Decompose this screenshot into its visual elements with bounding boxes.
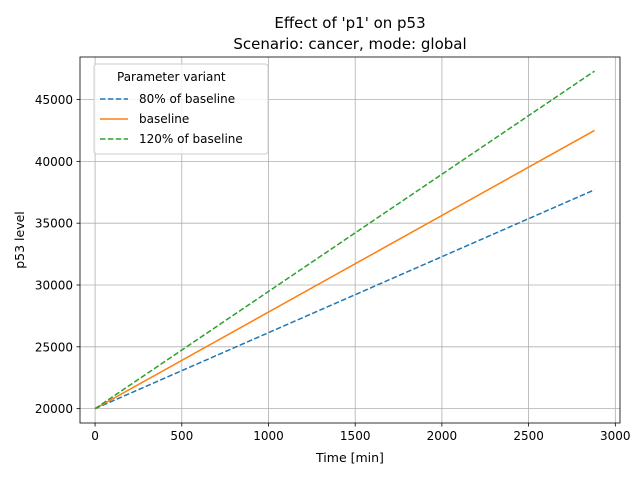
x-tick-label: 2500	[513, 429, 544, 443]
plot-frame	[79, 56, 621, 424]
y-tick-label: 25000	[35, 340, 73, 354]
x-tick-label: 0	[91, 429, 99, 443]
y-tick-label: 40000	[35, 155, 73, 169]
series-line-2	[94, 70, 595, 410]
x-tick-label: 1000	[253, 429, 284, 443]
legend: Parameter variant 80% of baseline baseline…	[93, 63, 269, 155]
legend-entry-2: 120% of baseline	[139, 132, 243, 146]
chart-title: Effect of 'p1' on p53	[274, 14, 425, 32]
chart-subtitle: Scenario: cancer, mode: global	[233, 35, 466, 53]
series-lines	[94, 70, 595, 410]
legend-entry-1: baseline	[139, 112, 189, 126]
x-tick-label: 2000	[427, 429, 458, 443]
legend-box	[93, 63, 269, 155]
legend-title: Parameter variant	[117, 70, 226, 84]
y-tick-label: 35000	[35, 217, 73, 231]
x-tick-label: 1500	[340, 429, 371, 443]
x-tick-label: 500	[170, 429, 193, 443]
y-tick-label: 45000	[35, 93, 73, 107]
series-line-1	[94, 129, 595, 410]
x-tick-label: 3000	[600, 429, 631, 443]
legend-entry-0: 80% of baseline	[139, 92, 235, 106]
axis-ticks: 0 500 1000 1500 2000 2500 3000 20000 25000 30000 3…	[35, 93, 631, 443]
x-axis-label: Time [min]	[315, 450, 384, 465]
y-axis-label: p53 level	[12, 211, 27, 269]
y-tick-label: 30000	[35, 279, 73, 293]
series-line-0	[94, 189, 595, 410]
y-tick-label: 20000	[35, 402, 73, 416]
